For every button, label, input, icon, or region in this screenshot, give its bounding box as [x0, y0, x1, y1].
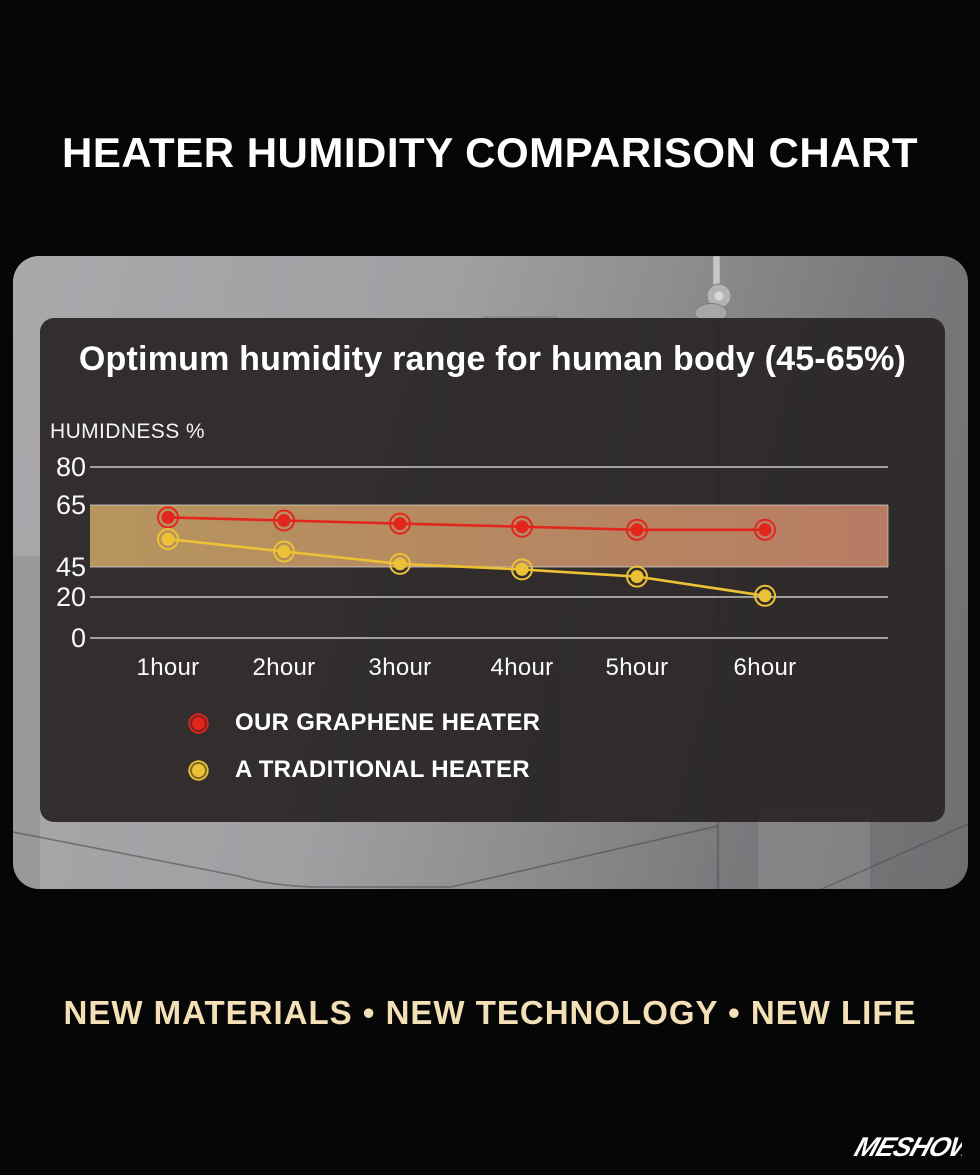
data-point-ring: [754, 584, 776, 607]
page-title: HEATER HUMIDITY COMPARISON CHART: [62, 129, 918, 176]
data-point: [758, 589, 772, 603]
data-point: [630, 523, 644, 537]
x-tick-2hour: 2hour: [252, 654, 316, 681]
x-tick-3hour: 3hour: [368, 654, 432, 681]
y-tick-20: 20: [55, 582, 86, 612]
x-tick-5hour: 5hour: [605, 654, 669, 681]
data-point: [277, 545, 291, 558]
legend-dot-yellow-icon: [190, 761, 207, 779]
legend-item-graphene-heater: OUR GRAPHENE HEATER: [190, 708, 540, 738]
data-point-ring: [157, 506, 179, 529]
brand-logo-text: MESHOW: [851, 1132, 962, 1162]
series-line-1: [167, 537, 766, 598]
shower-flange-center: [714, 291, 724, 301]
data-point: [393, 517, 407, 531]
legend-label: A TRADITIONAL HEATER: [235, 756, 530, 783]
x-tick-1hour: 1hour: [136, 654, 200, 681]
data-point: [630, 570, 644, 584]
y-tick-80: 80: [55, 452, 86, 482]
data-point-ring: [511, 558, 533, 581]
chart-legend: OUR GRAPHENE HEATER A TRADITIONAL HEATER: [190, 708, 540, 802]
tub-right-edge-line: [819, 823, 968, 889]
photo-left-shade: [13, 556, 40, 889]
data-point-ring: [273, 509, 295, 532]
data-point: [277, 514, 291, 527]
data-point-ring: [626, 518, 648, 541]
chart-title: Optimum humidity range for human body (4…: [78, 340, 907, 378]
data-point: [515, 562, 529, 576]
optimal-range-band: [90, 505, 888, 567]
data-point: [393, 557, 407, 571]
chart-card: Optimum humidity range for human body (4…: [40, 318, 945, 822]
data-point-ring: [157, 528, 179, 551]
y-tick-45: 45: [55, 552, 86, 582]
data-point-ring: [511, 515, 533, 538]
x-tick-6hour: 6hour: [733, 654, 797, 681]
humidity-line-chart: [90, 466, 889, 639]
x-tick-4hour: 4hour: [490, 654, 554, 681]
data-point-ring: [626, 565, 648, 588]
bathtub-edge-line: [13, 825, 719, 888]
tub-highlight-block: [758, 812, 870, 889]
data-point: [161, 532, 175, 546]
legend-label: OUR GRAPHENE HEATER: [235, 709, 541, 736]
data-point-ring: [389, 512, 411, 535]
data-point-ring: [273, 540, 295, 563]
data-point-ring: [754, 518, 776, 541]
brand-logo: MESHOW: [851, 1132, 962, 1162]
legend-dot-red-icon: [190, 714, 207, 732]
tagline: NEW MATERIALS • NEW TECHNOLOGY • NEW LIF…: [63, 994, 917, 1031]
y-tick-0: 0: [70, 623, 86, 653]
y-tick-65: 65: [55, 490, 86, 520]
data-point: [515, 520, 529, 534]
data-point: [161, 510, 175, 524]
y-axis-label: HUMIDNESS %: [50, 420, 205, 443]
series-line-0: [167, 516, 765, 532]
data-point: [758, 523, 772, 537]
data-point-ring: [389, 552, 411, 575]
legend-item-traditional-heater: A TRADITIONAL HEATER: [190, 755, 540, 785]
